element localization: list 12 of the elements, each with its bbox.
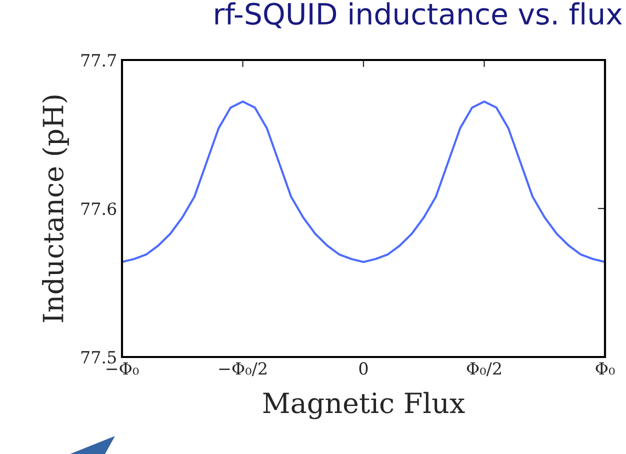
x-tick-label: −Φ₀: [106, 362, 139, 375]
x-axis-title: Magnetic Flux: [263, 392, 465, 420]
y-axis-title: Inductance (pH): [42, 96, 69, 322]
y-tick-label: 77.6: [81, 202, 116, 216]
y-tick-label: 77.5: [81, 351, 116, 364]
x-tick-label: 0: [359, 362, 368, 375]
chart-title: rf-SQUID inductance vs. flux: [215, 2, 622, 28]
y-tick-label: 77.7: [81, 54, 116, 67]
line-series: [122, 100, 605, 264]
x-tick-label: −Φ₀/2: [219, 362, 266, 376]
x-tick-label: Φ₀/2: [466, 362, 501, 376]
x-tick-label: Φ₀: [596, 362, 615, 375]
